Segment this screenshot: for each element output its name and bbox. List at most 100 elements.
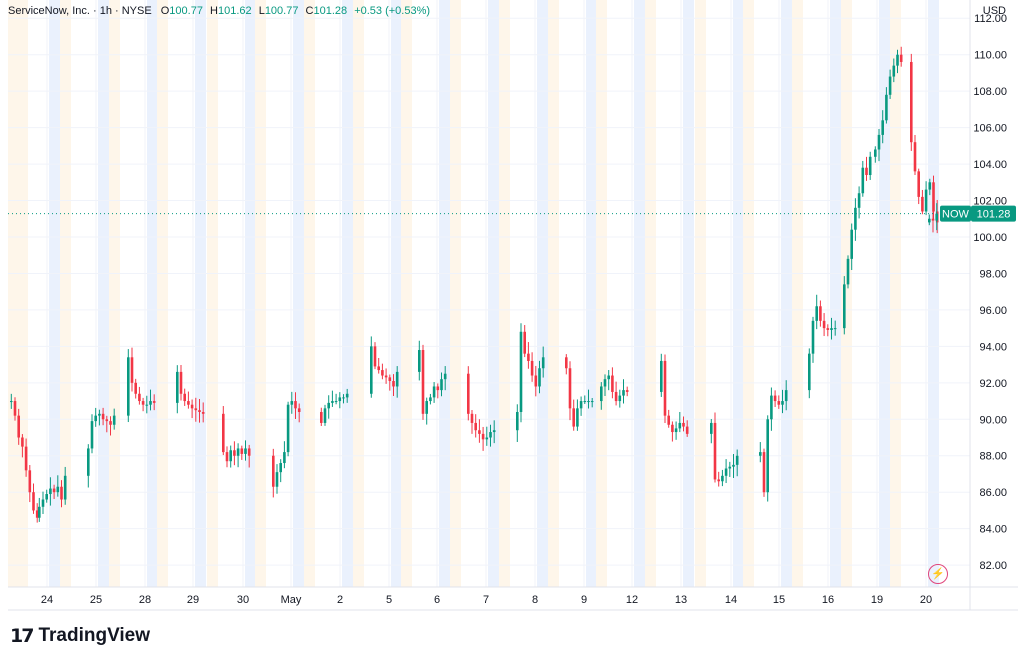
- y-tick-label: 90.00: [979, 414, 1007, 426]
- candle-body: [323, 408, 327, 423]
- tradingview-logo[interactable]: 17 TradingView: [10, 625, 150, 647]
- lightning-bolt-icon[interactable]: ⚡: [928, 564, 948, 584]
- candle-body: [138, 393, 141, 402]
- premarket-band: [548, 0, 559, 587]
- y-tick-label: 98.00: [979, 268, 1007, 280]
- postmarket-band: [342, 0, 353, 587]
- candle-body: [432, 386, 436, 398]
- candle-body: [90, 421, 94, 449]
- y-tick-label: 94.00: [979, 341, 1007, 353]
- premarket-band: [304, 0, 315, 587]
- grid-lines: [8, 0, 970, 587]
- candle-body: [297, 408, 301, 412]
- x-tick-label: 2: [337, 594, 343, 606]
- candle-body: [530, 360, 534, 376]
- candle-body: [112, 415, 116, 425]
- candle-body: [579, 401, 583, 409]
- y-tick-label: 104.00: [973, 159, 1007, 171]
- y-tick-label: 102.00: [973, 196, 1007, 208]
- candle-body: [272, 455, 275, 487]
- candle-body: [932, 182, 935, 212]
- candle-body: [735, 455, 739, 465]
- candle-body: [721, 475, 724, 482]
- premarket-band: [841, 0, 852, 587]
- candle-body: [865, 167, 868, 176]
- postmarket-band: [781, 0, 792, 587]
- candle-body: [388, 377, 392, 382]
- candle-body: [98, 413, 101, 416]
- candle-body: [710, 422, 713, 434]
- candle-body: [421, 350, 425, 414]
- premarket-band: [596, 0, 607, 587]
- legend-high: 101.62: [217, 5, 252, 17]
- candle-body: [443, 373, 447, 380]
- postmarket-band: [683, 0, 694, 587]
- candle-body: [290, 401, 294, 405]
- candle-body: [717, 479, 720, 482]
- postmarket-band: [439, 0, 450, 587]
- candle-body: [60, 486, 63, 500]
- candle-body: [418, 350, 421, 372]
- premarket-band: [890, 0, 901, 587]
- candle-body: [141, 401, 145, 405]
- candle-body: [183, 393, 186, 402]
- candle-body: [395, 371, 399, 387]
- candle-body: [145, 404, 149, 406]
- candle-body: [13, 401, 17, 416]
- y-tick-label: 92.00: [979, 378, 1007, 390]
- candle-body: [773, 395, 777, 402]
- candle-body: [384, 375, 388, 378]
- candle-body: [17, 415, 20, 438]
- candle-body: [724, 468, 728, 476]
- candle-body: [924, 189, 928, 212]
- candle-body: [896, 54, 899, 66]
- candle-body: [603, 379, 607, 387]
- candle-body: [534, 375, 538, 387]
- y-tick-label: 110.00: [974, 50, 1007, 62]
- x-tick-label: 12: [626, 594, 638, 606]
- candle-body: [846, 258, 850, 285]
- candle-body: [527, 353, 530, 361]
- candle-body: [152, 401, 156, 403]
- candle-body: [523, 331, 526, 354]
- candle-body: [808, 353, 811, 391]
- candle-body: [770, 395, 773, 420]
- candle-body: [781, 401, 784, 405]
- candle-body: [41, 499, 45, 507]
- y-tick-label: 86.00: [979, 487, 1007, 499]
- candle-body: [222, 413, 225, 453]
- candle-body: [822, 320, 826, 329]
- candle-body: [826, 328, 830, 330]
- y-tick-label: 96.00: [979, 305, 1007, 317]
- candle-body: [618, 395, 622, 402]
- candle-body: [784, 390, 788, 402]
- y-tick-label: 84.00: [979, 524, 1007, 536]
- candle-body: [931, 218, 935, 221]
- legend-close-label: C: [305, 5, 314, 17]
- postmarket-band: [830, 0, 841, 587]
- x-tick-label: 15: [773, 594, 785, 606]
- candle-body: [381, 370, 384, 376]
- legend-low: 100.77: [264, 5, 299, 17]
- candle-body: [275, 472, 279, 487]
- candle-body: [377, 366, 380, 371]
- premarket-band: [109, 0, 120, 587]
- premarket-band: [353, 0, 364, 587]
- candle-body: [565, 357, 568, 369]
- candle-body: [861, 167, 865, 194]
- legend-low-label: L: [258, 5, 265, 17]
- candle-body: [179, 371, 183, 394]
- candle-body: [373, 346, 377, 367]
- premarket-band: [401, 0, 412, 587]
- legend: ServiceNow, Inc. · 1h · NYSE O100.77 H10…: [8, 5, 434, 17]
- y-tick-label: 108.00: [973, 86, 1007, 98]
- candle-body: [576, 408, 579, 427]
- postmarket-band: [928, 0, 939, 587]
- premarket-band: [695, 0, 706, 587]
- candle-body: [667, 415, 670, 425]
- currency-label[interactable]: USD: [982, 5, 1006, 17]
- x-tick-label: May: [281, 594, 302, 606]
- postmarket-band: [537, 0, 548, 587]
- candle-body: [32, 492, 35, 511]
